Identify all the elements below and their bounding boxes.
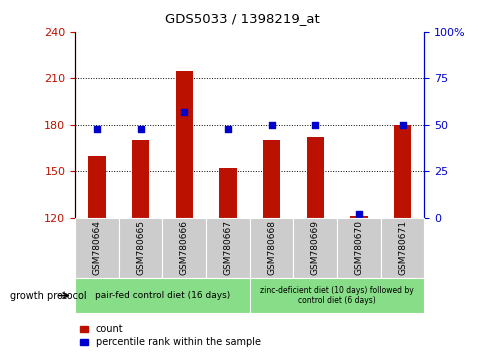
- Text: GSM780667: GSM780667: [223, 220, 232, 275]
- Text: zinc-deficient diet (10 days) followed by
control diet (6 days): zinc-deficient diet (10 days) followed b…: [259, 286, 413, 305]
- Bar: [206, 218, 249, 278]
- Point: [180, 109, 188, 115]
- Point: [267, 122, 275, 128]
- Point: [354, 211, 362, 217]
- Text: GSM780664: GSM780664: [92, 220, 101, 275]
- Point: [224, 126, 231, 131]
- Bar: [380, 218, 424, 278]
- Text: growth protocol: growth protocol: [10, 291, 86, 301]
- Point: [398, 122, 406, 128]
- Bar: [162, 218, 206, 278]
- Point: [136, 126, 144, 131]
- Bar: [262, 140, 280, 218]
- Bar: [88, 156, 106, 218]
- Bar: [249, 278, 424, 313]
- Bar: [293, 218, 336, 278]
- Bar: [175, 70, 193, 218]
- Bar: [349, 216, 367, 218]
- Bar: [75, 218, 119, 278]
- Bar: [336, 218, 380, 278]
- Bar: [219, 168, 236, 218]
- Bar: [306, 137, 323, 218]
- Text: GSM780665: GSM780665: [136, 220, 145, 275]
- Legend: count, percentile rank within the sample: count, percentile rank within the sample: [80, 325, 260, 347]
- Text: GSM780666: GSM780666: [180, 220, 188, 275]
- Text: GDS5033 / 1398219_at: GDS5033 / 1398219_at: [165, 12, 319, 25]
- Text: pair-fed control diet (16 days): pair-fed control diet (16 days): [95, 291, 229, 300]
- Text: GSM780669: GSM780669: [310, 220, 319, 275]
- Bar: [249, 218, 293, 278]
- Text: GSM780670: GSM780670: [354, 220, 363, 275]
- Bar: [119, 218, 162, 278]
- Bar: [75, 278, 249, 313]
- Bar: [132, 140, 149, 218]
- Text: GSM780668: GSM780668: [267, 220, 275, 275]
- Point: [93, 126, 101, 131]
- Point: [311, 122, 318, 128]
- Bar: [393, 125, 410, 218]
- Text: GSM780671: GSM780671: [397, 220, 406, 275]
